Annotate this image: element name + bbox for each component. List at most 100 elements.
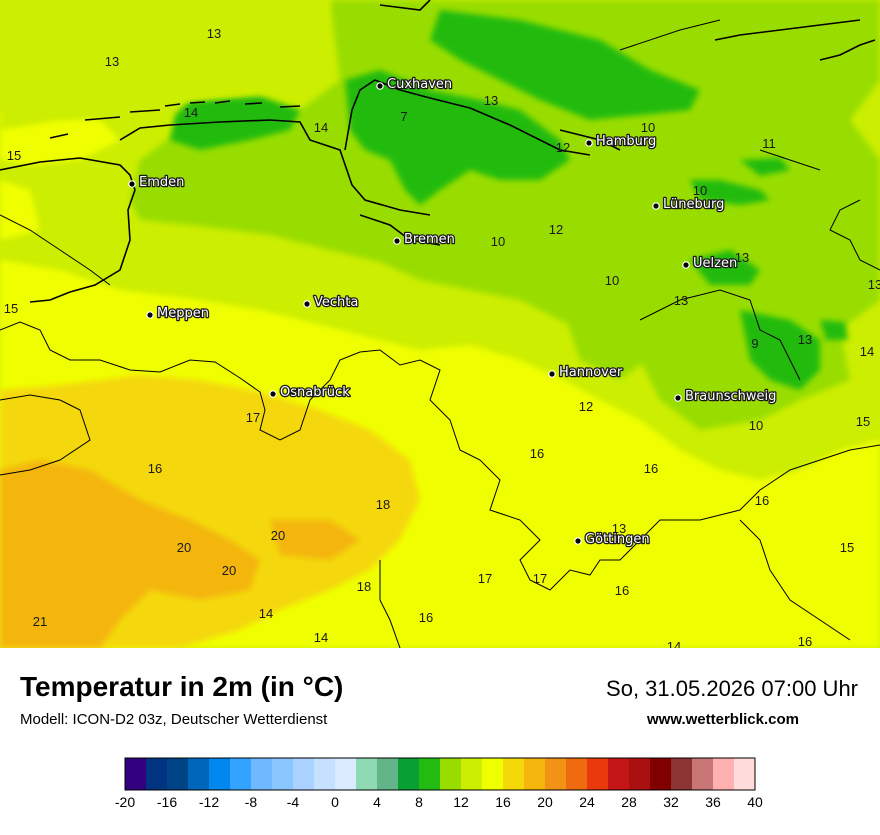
- temperature-value: 20: [222, 563, 236, 578]
- temperature-value: 13: [484, 93, 498, 108]
- temperature-value: 14: [184, 105, 198, 120]
- legend-tick-label: 32: [663, 794, 679, 810]
- legend-swatch: [503, 758, 525, 790]
- legend-tick-label: 36: [705, 794, 721, 810]
- city-dot: [376, 82, 384, 90]
- temperature-value: 16: [419, 610, 433, 625]
- city-emden: Emden: [128, 174, 186, 191]
- temperature-value: 13: [105, 54, 119, 69]
- legend-swatch: [671, 758, 693, 790]
- map-title: Temperatur in 2m (in °C): [20, 671, 344, 702]
- city-osnabr-ck: Osnabrück: [269, 384, 351, 401]
- legend-swatches: [124, 757, 756, 791]
- city-label: Hannover: [559, 365, 623, 380]
- temperature-value: 13: [674, 293, 688, 308]
- temperature-value: 10: [641, 120, 655, 135]
- temperature-value: 11: [762, 136, 776, 151]
- legend-tick-label: -4: [287, 794, 300, 810]
- temperature-value: 20: [271, 528, 285, 543]
- city-dot: [585, 139, 593, 147]
- legend-swatch: [587, 758, 609, 790]
- city-label: Meppen: [157, 306, 209, 321]
- legend-tick-label: -16: [157, 794, 177, 810]
- field-darkgreen-zone: [170, 10, 848, 390]
- legend-swatch: [461, 758, 483, 790]
- city-label: Braunschweig: [685, 389, 776, 404]
- city-cuxhaven: Cuxhaven: [376, 76, 453, 93]
- city-dot: [548, 370, 556, 378]
- temperature-value: 14: [259, 606, 273, 621]
- temperature-value: 17: [533, 571, 547, 586]
- legend-swatch: [209, 758, 231, 790]
- temperature-value: 16: [798, 634, 812, 648]
- city-dot: [574, 537, 582, 545]
- legend-swatch: [293, 758, 315, 790]
- temperature-value: 15: [856, 414, 870, 429]
- state-borders: [0, 19, 880, 648]
- city-dot: [393, 237, 401, 245]
- city-label: Uelzen: [693, 256, 737, 271]
- city-dot: [303, 300, 311, 308]
- temperature-value: 17: [246, 410, 260, 425]
- city-hamburg: Hamburg: [585, 133, 658, 150]
- legend-swatch: [692, 758, 714, 790]
- temperature-value: 21: [33, 614, 47, 629]
- islands: [49, 100, 301, 139]
- city-l-neburg: Lüneburg: [652, 196, 726, 213]
- legend-tick-label: 4: [373, 794, 381, 810]
- legend-swatch: [482, 758, 504, 790]
- legend-svg: -20 -16 -12 -8 -4 0 4 8 12 16 20 24 28 32 36 40: [115, 757, 763, 810]
- temperature-value: 16: [644, 461, 658, 476]
- temperature-value: 12: [549, 222, 563, 237]
- legend-tick-label: 12: [453, 794, 469, 810]
- legend-tick-label: 24: [579, 794, 595, 810]
- city-dot: [674, 394, 682, 402]
- city-label: Göttingen: [585, 532, 650, 547]
- city-dot: [652, 202, 660, 210]
- model-info: Modell: ICON-D2 03z, Deutscher Wetterdie…: [20, 711, 328, 728]
- value-labels: 13 13 7 13 14 14 15 10 12 11 10 12 10 13 15 10 13 13 9 13 14…: [4, 26, 880, 648]
- legend-swatch: [440, 758, 462, 790]
- city-bremen: Bremen: [393, 231, 456, 248]
- city-vechta: Vechta: [303, 294, 360, 311]
- temperature-value: 16: [755, 493, 769, 508]
- temperature-value: 13: [735, 250, 749, 265]
- temperature-value: 16: [148, 461, 162, 476]
- city-dot: [682, 261, 690, 269]
- temperature-value: 13: [798, 332, 812, 347]
- temperature-value: 18: [357, 579, 371, 594]
- legend-swatch: [377, 758, 399, 790]
- legend-swatch: [146, 758, 168, 790]
- legend-swatch: [545, 758, 567, 790]
- city-meppen: Meppen: [146, 305, 210, 322]
- temperature-value: 9: [751, 336, 758, 351]
- forecast-datetime: So, 31.05.2026 07:00 Uhr: [606, 676, 858, 701]
- city-label: Osnabrück: [280, 385, 350, 400]
- temperature-value: 14: [860, 344, 874, 359]
- city-braunschweig: Braunschweig: [674, 388, 778, 405]
- city-dot: [269, 390, 277, 398]
- website-link[interactable]: www.wetterblick.com: [647, 711, 799, 728]
- field-green-zone: [130, 0, 880, 430]
- city-dot: [128, 180, 136, 188]
- legend-swatch: [230, 758, 252, 790]
- temperature-value: 14: [314, 120, 328, 135]
- legend-swatch: [566, 758, 588, 790]
- city-hannover: Hannover: [548, 364, 624, 381]
- temperature-value: 10: [749, 418, 763, 433]
- temperature-value: 13: [868, 277, 880, 292]
- legend-swatch: [251, 758, 273, 790]
- city-markers: Cuxhaven Hamburg Emden Lüneburg Bremen Uelzen…: [128, 76, 778, 548]
- legend-tick-label: 40: [747, 794, 763, 810]
- temperature-value: 13: [612, 521, 626, 536]
- legend-swatch: [713, 758, 735, 790]
- city-label: Hamburg: [596, 134, 656, 149]
- legend-tick-label: 16: [495, 794, 511, 810]
- legend-swatch: [314, 758, 336, 790]
- temperature-value: 16: [530, 446, 544, 461]
- legend-tick-label: -8: [245, 794, 258, 810]
- temperature-map: 13 13 7 13 14 14 15 10 12 11 10 12 10 13 15 10 13 13 9 13 14…: [0, 0, 880, 648]
- legend-swatch: [629, 758, 651, 790]
- legend-swatch: [608, 758, 630, 790]
- temperature-value: 10: [605, 273, 619, 288]
